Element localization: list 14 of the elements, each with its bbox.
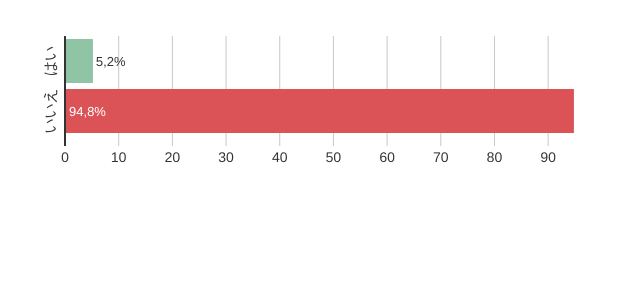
data-label: 5,2% [96,54,126,69]
x-tick-label: 90 [540,149,556,165]
x-tick-label: 60 [379,149,396,165]
data-label: 94,8% [69,104,106,119]
x-tick-label: 80 [486,149,502,165]
y-tick-label: はい [42,46,59,76]
x-tick-label: 40 [272,149,288,165]
x-tick-label: 20 [164,149,180,165]
x-tick-label: 70 [433,149,449,165]
x-tick-label: 30 [218,149,234,165]
x-tick-label: 0 [61,149,70,165]
y-tick-label: いいえ [42,88,59,134]
x-tick-label: 10 [110,149,127,165]
x-tick-label: 50 [326,149,342,165]
